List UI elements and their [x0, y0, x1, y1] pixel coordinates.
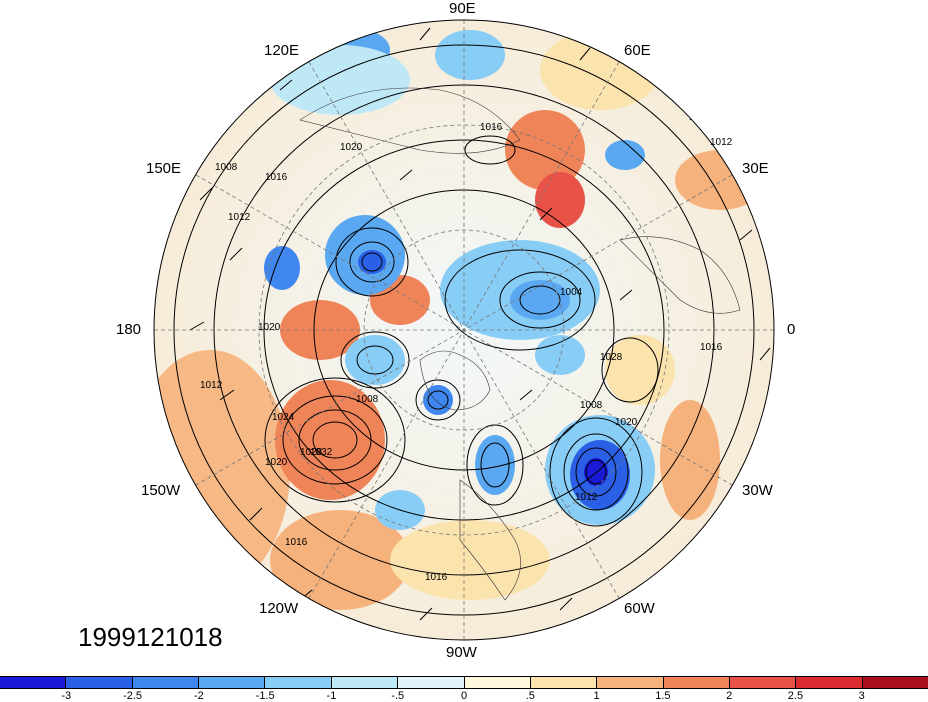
- contour-label: 1020: [265, 457, 288, 468]
- map-disk: [154, 20, 774, 640]
- colorbar-segment: [398, 677, 465, 688]
- contour-label: 1012: [710, 137, 733, 148]
- lon-label-30w: 30W: [742, 482, 773, 499]
- contour-value-labels: 1016 1020 1008 1012 1016 1020 1024 1028 …: [200, 122, 733, 583]
- colorbar-tick-label: -2: [193, 690, 204, 702]
- lon-label-120e: 120E: [264, 42, 300, 59]
- lon-label-150w: 150W: [141, 482, 181, 499]
- colorbar-tick-label: 1.5: [655, 690, 671, 702]
- contour-label: 1016: [425, 572, 448, 583]
- colorbar-tick-label: 2: [726, 690, 733, 702]
- graticule: [154, 20, 774, 640]
- colorbar-segment: [199, 677, 266, 688]
- map-boundary: [153, 19, 775, 641]
- lon-label-90e: 90E: [449, 0, 476, 17]
- coastlines: [299, 87, 741, 601]
- colorbar-segment: [530, 677, 598, 688]
- timestamp-label: 1999121018: [78, 622, 223, 652]
- contour-label: 1008: [580, 400, 603, 411]
- colorbar-segment: [729, 677, 797, 688]
- contour-label: 1028: [300, 447, 323, 458]
- lon-label-90w: 90W: [446, 644, 477, 661]
- contour-label: 1016: [285, 537, 308, 548]
- contour-label: 1032: [310, 447, 333, 458]
- colorbar-segment: [796, 677, 863, 688]
- colorbar-segment: [663, 677, 730, 688]
- contour-label: 1028: [600, 352, 623, 363]
- contour-label: 1004: [560, 287, 583, 298]
- lon-label-30e: 30E: [742, 160, 769, 177]
- colorbar-tick-label: -1: [326, 690, 337, 702]
- contour-label: 1024: [272, 412, 295, 423]
- colorbar-tick-label: -2.5: [123, 690, 143, 702]
- colorbar-tick-label: -3: [61, 690, 72, 702]
- colorbar-tick-label: 0: [460, 690, 468, 702]
- contour-label: 1016: [700, 342, 723, 353]
- colorbar-tick-label: 3: [858, 690, 865, 702]
- contour-label: 1020: [615, 417, 638, 428]
- contour-label: 1008: [356, 394, 379, 405]
- contour-label: 1016: [480, 122, 503, 133]
- colorbar-tick-label: .5: [525, 690, 535, 702]
- colorbar-tick-label: -.5: [391, 690, 405, 702]
- colorbar-segment: [331, 677, 399, 688]
- lon-label-120w: 120W: [259, 600, 299, 617]
- colorbar-tick-label: 2.5: [787, 690, 804, 702]
- colorbar-segment: [862, 677, 928, 688]
- colorbar-segment: [265, 677, 332, 688]
- lon-label-60w: 60W: [624, 600, 655, 617]
- colorbar-segment: [66, 677, 133, 688]
- colorbar-segment: [0, 677, 67, 688]
- lon-label-180: 180: [116, 321, 142, 338]
- contour-label: 1008: [215, 162, 238, 173]
- colorbar-segment: [132, 677, 200, 688]
- contour-label: 1020: [340, 142, 363, 153]
- contour-label: 1016: [265, 172, 288, 183]
- contour-label: 1012: [200, 380, 223, 391]
- lon-label-150e: 150E: [146, 160, 182, 177]
- colorbar-segment: [597, 677, 664, 688]
- colorbar-labels: -3 -2.5 -2 -1.5 -1 -.5 0 .5 1 1.5 2 2.5 3: [0, 690, 928, 702]
- colorbar-tick-label: -1.5: [255, 690, 275, 702]
- colorbar: [0, 676, 928, 689]
- colorbar-segment: [464, 677, 531, 688]
- lon-label-0: 0: [787, 321, 796, 338]
- contour-label: 1012: [575, 492, 598, 503]
- contour-label: 1012: [228, 212, 251, 223]
- lon-label-60e: 60E: [624, 42, 651, 59]
- contour-label: 1020: [258, 322, 281, 333]
- colorbar-tick-label: 1: [593, 690, 600, 702]
